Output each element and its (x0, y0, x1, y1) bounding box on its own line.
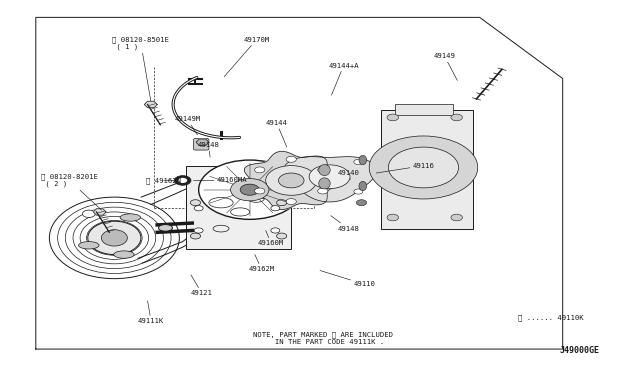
Text: J49000GE: J49000GE (559, 346, 600, 355)
Circle shape (451, 214, 463, 221)
Ellipse shape (359, 155, 367, 165)
Circle shape (190, 200, 200, 206)
Circle shape (286, 199, 296, 205)
Circle shape (271, 206, 280, 211)
Text: 49149M: 49149M (174, 116, 201, 135)
Circle shape (317, 188, 328, 194)
Circle shape (240, 184, 259, 195)
Circle shape (356, 200, 367, 206)
Circle shape (178, 178, 187, 183)
Circle shape (83, 210, 95, 218)
Ellipse shape (319, 178, 330, 189)
Text: 49144: 49144 (266, 120, 287, 147)
Circle shape (278, 173, 304, 188)
Circle shape (230, 179, 269, 201)
FancyBboxPatch shape (395, 105, 453, 115)
Circle shape (255, 188, 265, 194)
Circle shape (198, 160, 301, 219)
Ellipse shape (79, 241, 99, 249)
Text: NOTE, PART MARKED Ⓑ ARE INCLUDED
     IN THE PART CODE 49111K .: NOTE, PART MARKED Ⓑ ARE INCLUDED IN THE … (253, 331, 393, 345)
Ellipse shape (159, 225, 173, 231)
Circle shape (276, 200, 287, 206)
Circle shape (317, 167, 328, 173)
Circle shape (369, 136, 477, 199)
Circle shape (174, 176, 191, 185)
Circle shape (194, 228, 203, 233)
Ellipse shape (101, 230, 127, 246)
Polygon shape (283, 157, 376, 202)
Text: ⓐ 49162N: ⓐ 49162N (147, 177, 181, 184)
Polygon shape (93, 209, 106, 215)
Circle shape (354, 159, 363, 164)
Text: 49121: 49121 (191, 275, 213, 296)
Circle shape (266, 166, 317, 195)
Text: 49160MA: 49160MA (193, 177, 247, 183)
Circle shape (387, 214, 399, 221)
Polygon shape (145, 101, 157, 108)
Circle shape (286, 156, 296, 162)
Circle shape (194, 206, 203, 211)
Text: 49162M: 49162M (248, 254, 275, 272)
Text: 49149: 49149 (434, 53, 458, 80)
FancyBboxPatch shape (193, 138, 209, 150)
Ellipse shape (114, 251, 134, 258)
Circle shape (255, 167, 265, 173)
Circle shape (190, 233, 200, 239)
Ellipse shape (88, 221, 141, 254)
Circle shape (309, 165, 350, 189)
Text: 49116: 49116 (376, 163, 435, 173)
FancyBboxPatch shape (381, 110, 473, 229)
Text: 49140: 49140 (337, 170, 359, 179)
Circle shape (271, 228, 280, 233)
Circle shape (276, 233, 287, 239)
Text: ⓐ ...... 49110K: ⓐ ...... 49110K (518, 314, 584, 321)
Ellipse shape (120, 214, 141, 221)
Circle shape (451, 114, 463, 121)
Polygon shape (196, 139, 209, 145)
FancyBboxPatch shape (186, 166, 291, 249)
Text: Ⓑ 08120-8201E
 ( 2 ): Ⓑ 08120-8201E ( 2 ) (41, 173, 102, 210)
Text: 49144+A: 49144+A (328, 62, 359, 95)
Text: 49110: 49110 (320, 270, 375, 287)
Circle shape (387, 114, 399, 121)
Polygon shape (244, 151, 342, 209)
Ellipse shape (359, 182, 367, 190)
Text: Ⓑ 08120-8501E
 ( 1 ): Ⓑ 08120-8501E ( 1 ) (113, 36, 170, 101)
Text: 49160M: 49160M (258, 231, 284, 246)
Circle shape (388, 147, 459, 188)
Text: 49111K: 49111K (138, 301, 164, 324)
Text: 49170M: 49170M (224, 36, 269, 77)
Ellipse shape (319, 164, 330, 176)
Text: 49148: 49148 (331, 216, 359, 232)
Text: 49148: 49148 (197, 142, 220, 157)
Circle shape (354, 189, 363, 194)
